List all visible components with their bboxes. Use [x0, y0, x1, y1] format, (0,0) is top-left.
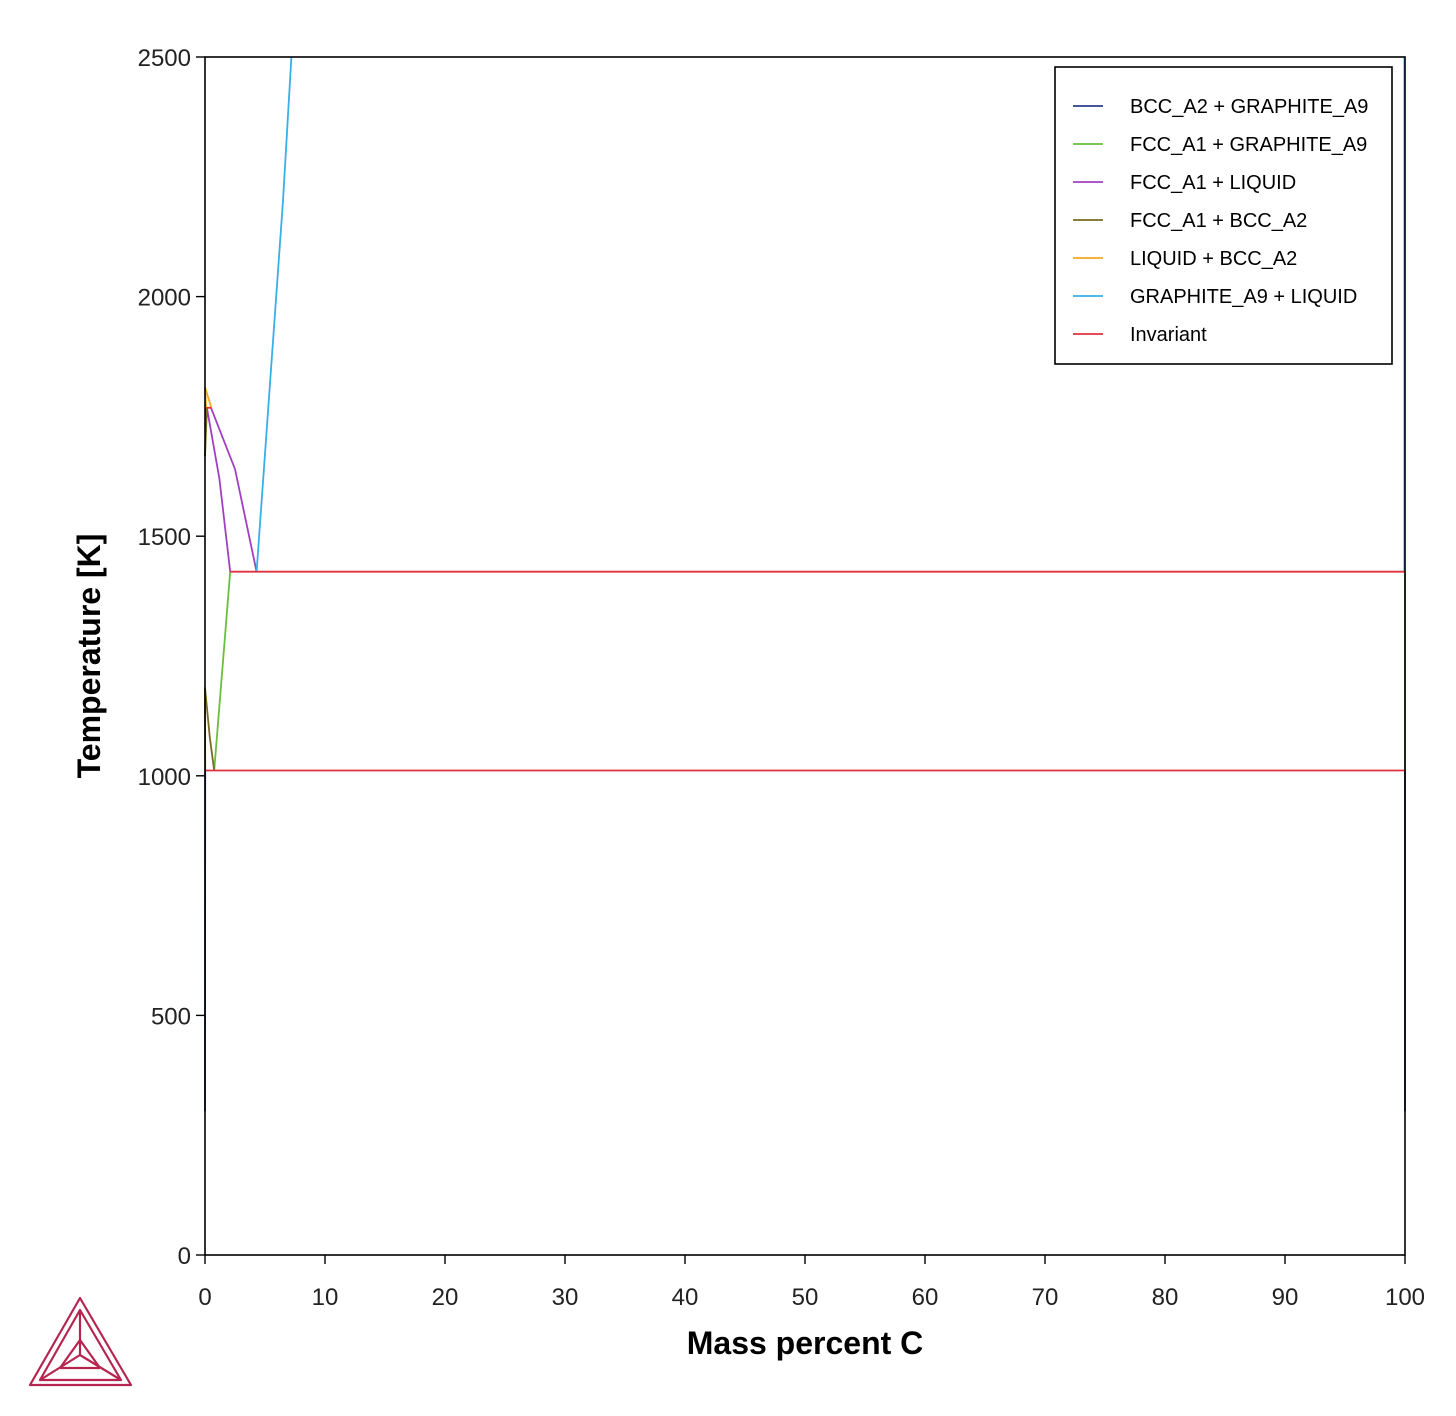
x-tick-label-7: 70 — [1032, 1284, 1059, 1311]
y-tick-label-4: 2000 — [138, 285, 191, 312]
legend-label-2: FCC_A1 + LIQUID — [1130, 172, 1296, 194]
x-tick-label-9: 90 — [1272, 1284, 1299, 1311]
series-2-line-0 — [206, 407, 232, 572]
y-tick-label-3: 1500 — [138, 524, 191, 551]
series-5-line-0 — [255, 56, 293, 572]
legend-label-0: BCC_A2 + GRAPHITE_A9 — [1130, 96, 1368, 118]
series-3-line-0 — [204, 687, 216, 771]
series-3 — [204, 407, 216, 771]
logo-icon — [28, 1296, 133, 1387]
series-4 — [204, 386, 213, 409]
x-tick-label-0: 0 — [198, 1284, 211, 1311]
x-tick-label-6: 60 — [912, 1284, 939, 1311]
y-axis-title: Temperature [K] — [71, 534, 107, 779]
x-axis-title: Mass percent C — [687, 1325, 924, 1361]
legend: BCC_A2 + GRAPHITE_A9 FCC_A1 + GRAPHITE_A9… — [1054, 66, 1393, 365]
y-tick-label-1: 500 — [151, 1003, 191, 1030]
series-1 — [213, 571, 1406, 771]
legend-label-6: Invariant — [1130, 324, 1207, 346]
legend-label-1: FCC_A1 + GRAPHITE_A9 — [1130, 134, 1367, 156]
x-tick-label-1: 10 — [312, 1284, 339, 1311]
y-tick-label-0: 0 — [178, 1243, 191, 1270]
series-2-line-1 — [210, 407, 258, 572]
x-tick-label-10: 100 — [1385, 1284, 1425, 1311]
x-tick-label-5: 50 — [792, 1284, 819, 1311]
legend-label-5: GRAPHITE_A9 + LIQUID — [1130, 286, 1357, 308]
series-1-line-0 — [213, 571, 232, 771]
x-tick-label-3: 30 — [552, 1284, 579, 1311]
legend-box — [1054, 66, 1393, 365]
y-tick-label-2: 1000 — [138, 764, 191, 791]
legend-label-3: FCC_A1 + BCC_A2 — [1130, 210, 1307, 232]
series-0 — [204, 770, 1406, 1112]
y-tick-label-5: 2500 — [138, 45, 191, 72]
x-tick-label-8: 80 — [1152, 1284, 1179, 1311]
ticks-layer: 0 10 20 30 40 50 60 70 80 90 100050010001500200025… — [138, 45, 1425, 1311]
legend-label-4: LIQUID + BCC_A2 — [1130, 248, 1297, 270]
series-2 — [206, 407, 258, 572]
x-tick-label-2: 20 — [432, 1284, 459, 1311]
x-tick-label-4: 40 — [672, 1284, 699, 1311]
series-6 — [205, 406, 1405, 772]
